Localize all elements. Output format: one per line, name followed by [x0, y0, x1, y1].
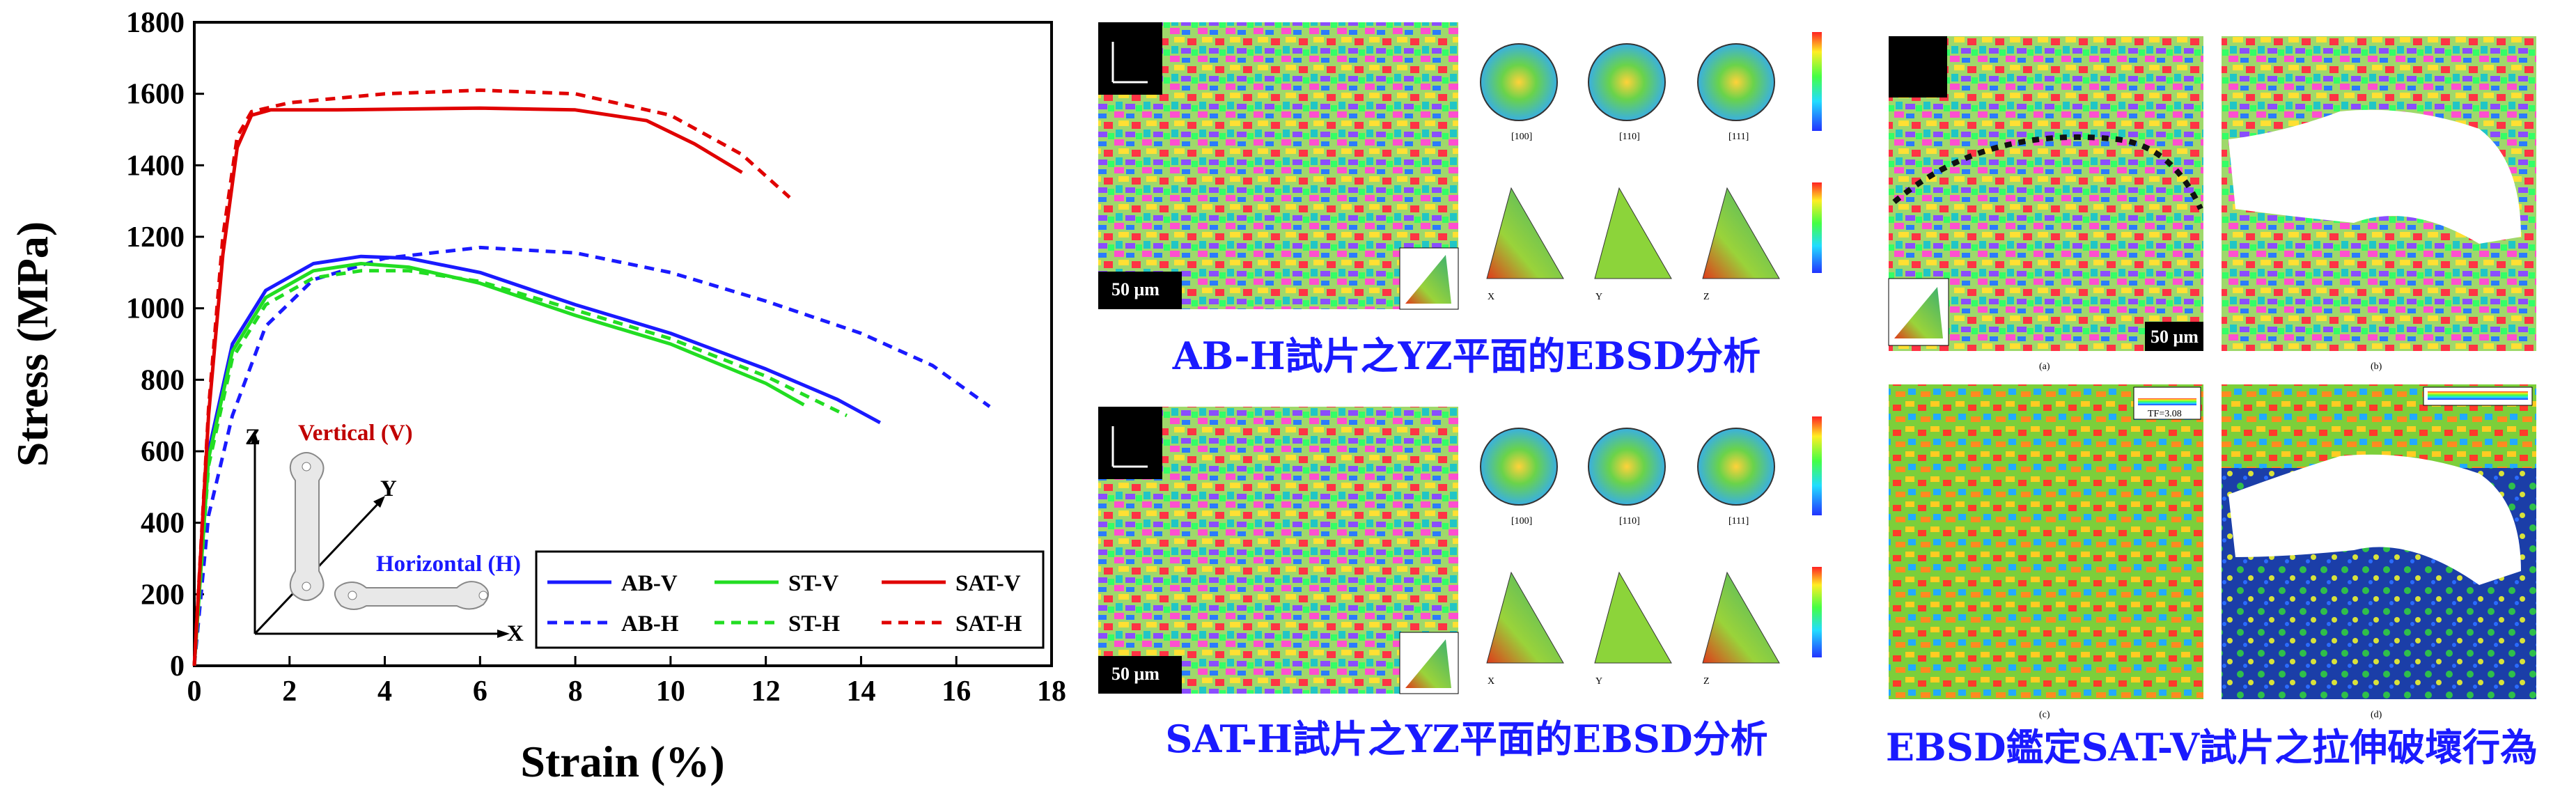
legend-label-sat-v: SAT-V [955, 571, 1021, 596]
tick-labels: 0 2 4 6 8 10 12 14 16 18 0 200 400 600 800 1000 1200 1400… [126, 7, 1066, 708]
legend: AB-V ST-V SAT-V AB-H ST-H SAT-H [535, 550, 1045, 649]
x-tick-label: 6 [473, 676, 487, 708]
inset-axis-y: Y [380, 476, 397, 501]
ipf-label-y: Y [1595, 292, 1602, 302]
y-tick-label: 400 [141, 508, 185, 540]
panel-d-label: (d) [2371, 710, 2382, 720]
caption-sat-h: SAT-H試片之YZ平面的EBSD分析 [1165, 717, 1767, 761]
pole-label-111: [111] [1728, 516, 1749, 526]
sat-h-color-bar-2 [1812, 567, 1822, 657]
ab-h-scale-bar: 50 μm [1111, 279, 1160, 299]
ab-h-color-bar-1 [1812, 32, 1822, 131]
x-tick-label: 18 [1037, 676, 1066, 708]
y-tick-label: 1000 [126, 293, 185, 325]
ipf-label-x: X [1488, 292, 1494, 302]
ab-h-color-bar-2 [1812, 182, 1822, 273]
stress-strain-chart: 0 2 4 6 8 10 12 14 16 18 0 200 400 600 800 1000 1200 1400… [8, 7, 1066, 786]
sat-v-fracture-panel: 50 μm (a) (b) TF=3.08 (c) (d) EBSD鑑定SAT-… [1886, 36, 2538, 770]
caption-sat-v: EBSD鑑定SAT-V試片之拉伸破壞行為 [1886, 725, 2538, 770]
x-tick-label: 10 [656, 676, 685, 708]
specimen-orientation-inset: Z Y X Vertical (V) Horizontal (H) [245, 421, 524, 646]
legend-label-st-h: ST-H [788, 611, 840, 637]
x-tick-label: 12 [751, 676, 781, 708]
y-tick-label: 1600 [126, 79, 185, 111]
ipf-label-x: X [1488, 676, 1494, 687]
ab-h-ebsd-panel: 50 μm [100] [110] [111] X Y Z AB-H試片之YZ平… [1098, 22, 1822, 378]
sat-h-pole-figures: [100] [110] [111] [1480, 428, 1775, 526]
series-ab-h [192, 245, 991, 666]
ab-h-pole-figures: [100] [110] [111] [1480, 43, 1775, 142]
legend-label-sat-h: SAT-H [955, 611, 1022, 637]
pole-label-100: [100] [1511, 516, 1532, 526]
pole-label-100: [100] [1511, 132, 1532, 142]
ipf-label-z: Z [1703, 676, 1710, 687]
inset-axis-x: X [507, 621, 524, 646]
sat-h-color-bar-1 [1812, 416, 1822, 515]
x-tick-label: 4 [377, 676, 392, 708]
y-tick-label: 200 [141, 579, 185, 611]
panel-a-scale-bar: 50 μm [2150, 327, 2199, 347]
inset-axis-z: Z [245, 425, 260, 450]
x-tick-label: 8 [568, 676, 583, 708]
x-tick-label: 14 [846, 676, 875, 708]
series-layer [192, 88, 991, 666]
ipf-label-y: Y [1595, 676, 1602, 687]
x-tick-label: 16 [942, 676, 971, 708]
y-tick-label: 600 [141, 436, 185, 468]
vertical-specimen [289, 452, 325, 601]
sat-h-ebsd-panel: 50 μm [100] [110] [111] X Y Z SAT-H試片之YZ… [1098, 407, 1822, 761]
plot-frame [193, 21, 1053, 667]
y-tick-label: 800 [141, 364, 185, 396]
sat-h-scale-bar: 50 μm [1111, 664, 1160, 684]
panel-b-label: (b) [2371, 361, 2382, 372]
panel-a-label: (a) [2039, 361, 2050, 372]
caption-ab-h: AB-H試片之YZ平面的EBSD分析 [1172, 334, 1761, 378]
y-tick-label: 1800 [126, 7, 185, 39]
inset-horizontal-label: Horizontal (H) [376, 552, 521, 577]
series-ab-v [192, 254, 881, 666]
legend-label-ab-v: AB-V [621, 571, 678, 596]
pole-label-110: [110] [1619, 516, 1640, 526]
series-sat-h [192, 88, 791, 666]
pole-label-111: [111] [1728, 132, 1749, 142]
ipf-label-z: Z [1703, 292, 1710, 302]
ab-h-inverse-pole-figures: X Y Z [1486, 187, 1780, 302]
x-axis-label: Strain (%) [520, 737, 724, 786]
y-tick-label: 0 [170, 650, 185, 682]
panel-c-tf-label: TF=3.08 [2148, 409, 2182, 419]
horizontal-specimen [334, 581, 489, 610]
panel-c-kam-map [1889, 384, 2203, 699]
legend-label-ab-h: AB-H [621, 611, 679, 637]
sat-h-inverse-pole-figures: X Y Z [1486, 571, 1780, 687]
y-tick-label: 1400 [126, 150, 185, 182]
pole-label-110: [110] [1619, 132, 1640, 142]
panel-c-label: (c) [2039, 710, 2050, 720]
x-tick-label: 0 [187, 676, 202, 708]
legend-label-st-v: ST-V [788, 571, 838, 596]
x-tick-label: 2 [282, 676, 297, 708]
series-st-h [192, 269, 848, 666]
y-axis-label: Stress (MPa) [8, 221, 57, 467]
y-tick-label: 1200 [126, 221, 185, 253]
inset-vertical-label: Vertical (V) [298, 421, 413, 446]
series-st-v [192, 262, 805, 666]
